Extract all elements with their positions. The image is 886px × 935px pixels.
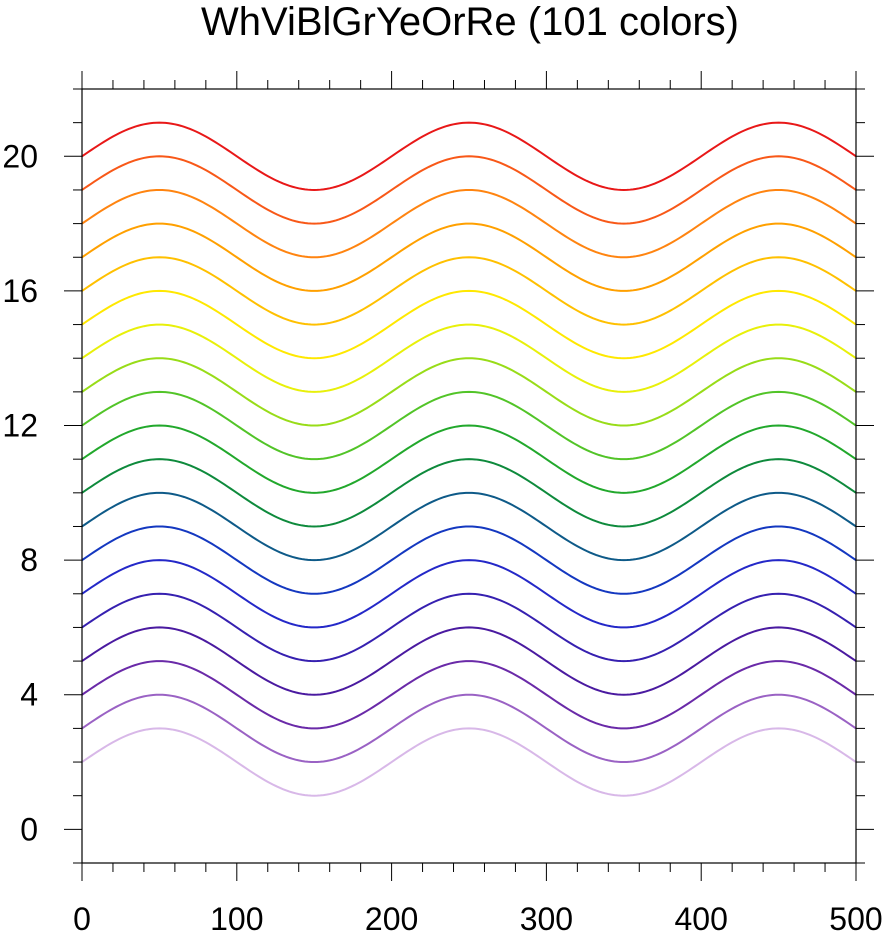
y-tick-label: 12 bbox=[2, 408, 38, 444]
x-tick-label: 100 bbox=[210, 901, 263, 935]
series-line-15 bbox=[81, 256, 857, 326]
x-tick-label: 400 bbox=[675, 901, 728, 935]
series-line-16 bbox=[81, 222, 857, 292]
chart-title: WhViBlGrYeOrRe (101 colors) bbox=[201, 0, 739, 44]
y-tick-label: 4 bbox=[20, 677, 38, 713]
series-line-7 bbox=[81, 525, 857, 595]
series-line-8 bbox=[81, 491, 857, 562]
series-line-2 bbox=[81, 693, 857, 764]
series-line-6 bbox=[81, 559, 857, 629]
y-tick-label: 16 bbox=[2, 273, 38, 309]
series-line-3 bbox=[81, 660, 857, 730]
x-tick-label: 0 bbox=[73, 901, 91, 935]
series-line-4 bbox=[81, 626, 857, 696]
series-line-11 bbox=[81, 390, 857, 461]
tick-layer bbox=[64, 71, 874, 881]
series-line-9 bbox=[81, 458, 857, 528]
series-layer bbox=[81, 121, 857, 797]
series-line-18 bbox=[81, 155, 857, 225]
x-tick-label: 200 bbox=[365, 901, 418, 935]
y-tick-label: 20 bbox=[2, 138, 38, 174]
series-line-14 bbox=[81, 289, 857, 360]
series-line-10 bbox=[81, 424, 857, 494]
x-tick-label: 300 bbox=[520, 901, 573, 935]
series-line-19 bbox=[81, 121, 857, 191]
plot-frame bbox=[81, 88, 857, 864]
series-line-12 bbox=[81, 357, 857, 427]
label-layer: 0 100 200 300 400 500 0 4 8 12 16 20 bbox=[2, 138, 882, 935]
series-line-13 bbox=[81, 323, 857, 393]
series-line-1 bbox=[81, 727, 857, 797]
y-tick-label: 8 bbox=[20, 542, 38, 578]
y-tick-label: 0 bbox=[20, 811, 38, 847]
series-line-17 bbox=[81, 188, 857, 259]
x-tick-label: 500 bbox=[829, 901, 882, 935]
series-line-5 bbox=[81, 592, 857, 663]
